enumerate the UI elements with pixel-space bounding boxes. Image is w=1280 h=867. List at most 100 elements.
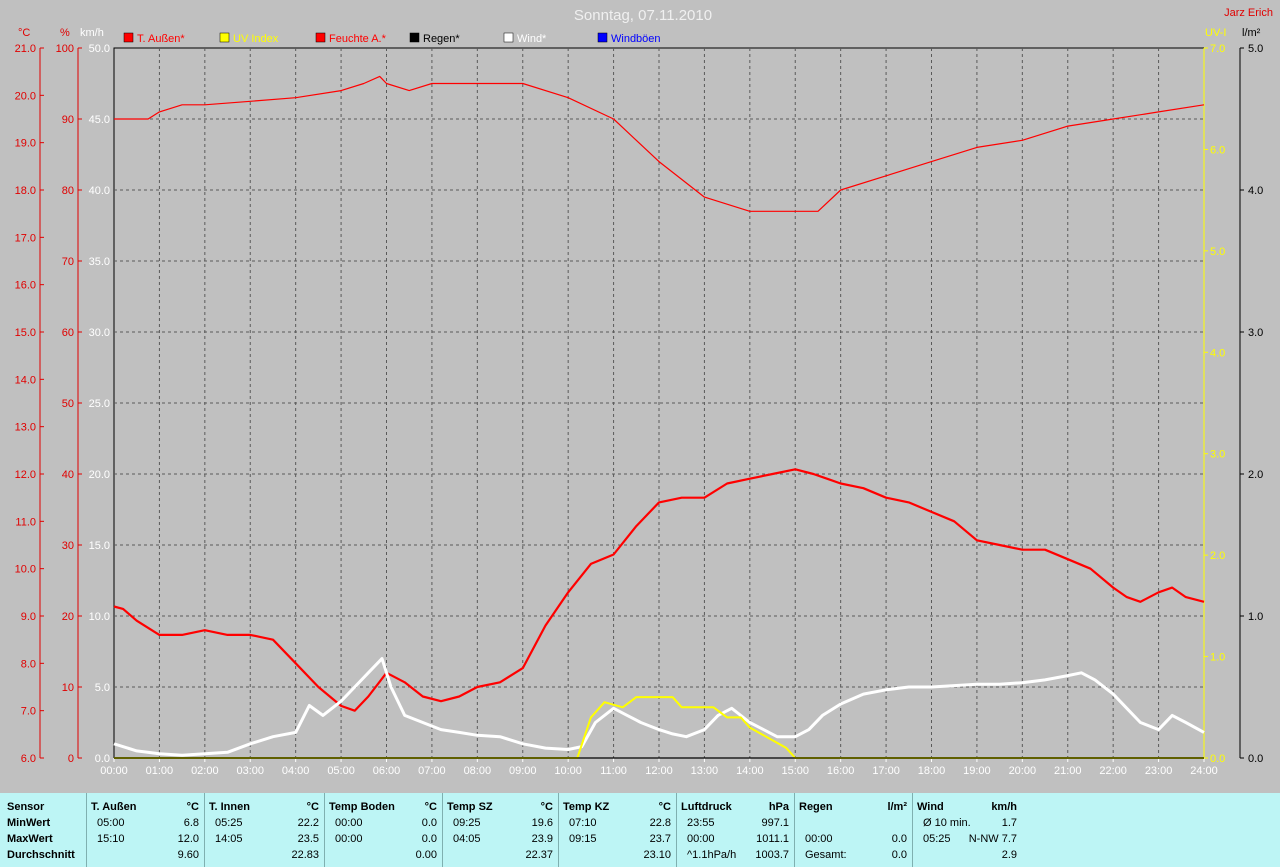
x-tick-label: 05:00 — [327, 765, 355, 777]
stats-value: 23.9 — [531, 833, 553, 845]
stats-unit: l/m² — [887, 801, 907, 813]
stats-value: 22.83 — [291, 849, 319, 861]
uv-tick-label: 1.0 — [1210, 652, 1225, 664]
rain-tick-label: 5.0 — [1248, 43, 1263, 55]
series-line-uv-index — [114, 696, 1204, 759]
uv-tick-label: 3.0 — [1210, 449, 1225, 461]
stats-time: 05:00 — [97, 817, 125, 829]
stats-time: 15:10 — [97, 833, 125, 845]
uv-tick-label: 5.0 — [1210, 246, 1225, 258]
x-tick-label: 15:00 — [781, 765, 809, 777]
temp-unit-label: °C — [18, 27, 30, 39]
x-tick-label: 13:00 — [691, 765, 719, 777]
series-line-t-au-en — [113, 468, 1205, 712]
temp-tick-label: 7.0 — [21, 706, 36, 718]
x-tick-label: 21:00 — [1054, 765, 1082, 777]
stats-unit: °C — [424, 801, 437, 813]
stats-time: 00:00 — [335, 833, 363, 845]
wind-tick-label: 35.0 — [89, 256, 110, 268]
stats-value: 23.7 — [649, 833, 671, 845]
wind-tick-label: 30.0 — [89, 327, 110, 339]
temp-tick-label: 16.0 — [15, 280, 36, 292]
stats-value: 0.0 — [891, 833, 907, 845]
chart-title: Sonntag, 07.11.2010 — [574, 7, 712, 24]
x-tick-label: 24:00 — [1190, 765, 1218, 777]
legend-swatch — [597, 32, 608, 43]
temp-tick-label: 13.0 — [15, 422, 36, 434]
stats-column: Temp KZ °C 07:10 22.8 09:15 23.7 23.10 — [558, 793, 677, 867]
temp-tick-label: 21.0 — [15, 43, 36, 55]
stats-time: 23:55 — [687, 817, 715, 829]
stats-value: 19.6 — [531, 817, 553, 829]
x-tick-label: 14:00 — [736, 765, 764, 777]
stats-value: 6.8 — [183, 817, 199, 829]
uv-tick-label: 7.0 — [1210, 43, 1225, 55]
weather-chart: 00:00 01:00 02:00 03:00 04:00 05:00 06:00 07:00… — [15, 7, 1273, 777]
stats-header: T. Außen — [91, 801, 137, 813]
axes: 00:00 01:00 02:00 03:00 04:00 05:00 06:00 07:00… — [15, 43, 1264, 777]
stats-time: 00:00 — [335, 817, 363, 829]
stats-header: Wind — [917, 801, 944, 813]
stats-header: Temp KZ — [563, 801, 610, 813]
stats-value: 1011.1 — [756, 833, 789, 845]
rain-tick-label: 1.0 — [1248, 611, 1263, 623]
humidity-unit-label: % — [60, 27, 70, 39]
uv-tick-label: 2.0 — [1210, 550, 1225, 562]
rain-tick-label: 0.0 — [1248, 753, 1263, 765]
uv-tick-label: 4.0 — [1210, 347, 1225, 359]
author-label: Jarz Erich — [1224, 7, 1273, 19]
temp-tick-label: 20.0 — [15, 90, 36, 102]
stats-row-label: MinWert — [7, 817, 51, 829]
humidity-tick-label: 20 — [62, 611, 74, 623]
stats-time: 14:05 — [215, 833, 243, 845]
legend-swatch — [503, 32, 514, 43]
stats-time: 09:15 — [569, 833, 597, 845]
wind-tick-label: 10.0 — [89, 611, 110, 623]
stats-value: N-NW 7.7 — [968, 833, 1017, 845]
temp-tick-label: 12.0 — [15, 469, 36, 481]
stats-unit: km/h — [991, 801, 1017, 813]
stats-column: Wind km/h Ø 10 min. 1.7 05:25 N-NW 7.7 2.9 — [912, 793, 1023, 867]
stats-unit: hPa — [768, 801, 789, 813]
x-tick-label: 22:00 — [1099, 765, 1127, 777]
stats-row-label: Durchschnitt — [7, 849, 75, 861]
stats-column: Regen l/m² 00:00 0.0 Gesamt: 0.0 — [794, 793, 913, 867]
legend-label: UV Index — [233, 33, 279, 45]
x-tick-label: 01:00 — [146, 765, 174, 777]
temp-tick-label: 15.0 — [15, 327, 36, 339]
rain-unit-label: l/m² — [1242, 27, 1261, 39]
stats-time: 05:25 — [215, 817, 243, 829]
stats-value: 22.37 — [525, 849, 553, 861]
stats-column: Temp SZ °C 09:25 19.6 04:05 23.9 22.37 — [442, 793, 559, 867]
wind-tick-label: 20.0 — [89, 469, 110, 481]
uv-unit-label: UV-I — [1205, 27, 1226, 39]
stats-time: 00:00 — [805, 833, 833, 845]
legend-swatch — [315, 32, 326, 43]
x-tick-label: 17:00 — [872, 765, 900, 777]
stats-header: T. Innen — [209, 801, 250, 813]
humidity-tick-label: 90 — [62, 114, 74, 126]
temp-tick-label: 17.0 — [15, 232, 36, 244]
wind-unit-label: km/h — [80, 27, 104, 39]
legend-label: Windböen — [611, 33, 661, 45]
temp-tick-label: 14.0 — [15, 374, 36, 386]
legend-label: T. Außen* — [137, 33, 185, 45]
stats-value: 997.1 — [761, 817, 789, 829]
stats-column: Sensor MinWert MaxWert Durchschnitt — [3, 793, 86, 867]
humidity-tick-label: 40 — [62, 469, 74, 481]
stats-header: Temp SZ — [447, 801, 493, 813]
x-tick-label: 20:00 — [1009, 765, 1037, 777]
stats-header: Temp Boden — [329, 801, 395, 813]
humidity-tick-label: 100 — [56, 43, 74, 55]
stats-value: 12.0 — [177, 833, 199, 845]
stats-unit: °C — [658, 801, 671, 813]
humidity-tick-label: 50 — [62, 398, 74, 410]
stats-header: Sensor — [7, 801, 45, 813]
stats-column: Luftdruck hPa 23:55 997.1 00:00 1011.1 ^1.1hPa… — [676, 793, 795, 867]
wind-tick-label: 0.0 — [95, 753, 110, 765]
wind-tick-label: 45.0 — [89, 114, 110, 126]
stats-time: 09:25 — [453, 817, 481, 829]
stats-time: 00:00 — [687, 833, 715, 845]
stats-value: 22.2 — [297, 817, 319, 829]
legend-swatch — [123, 32, 134, 43]
